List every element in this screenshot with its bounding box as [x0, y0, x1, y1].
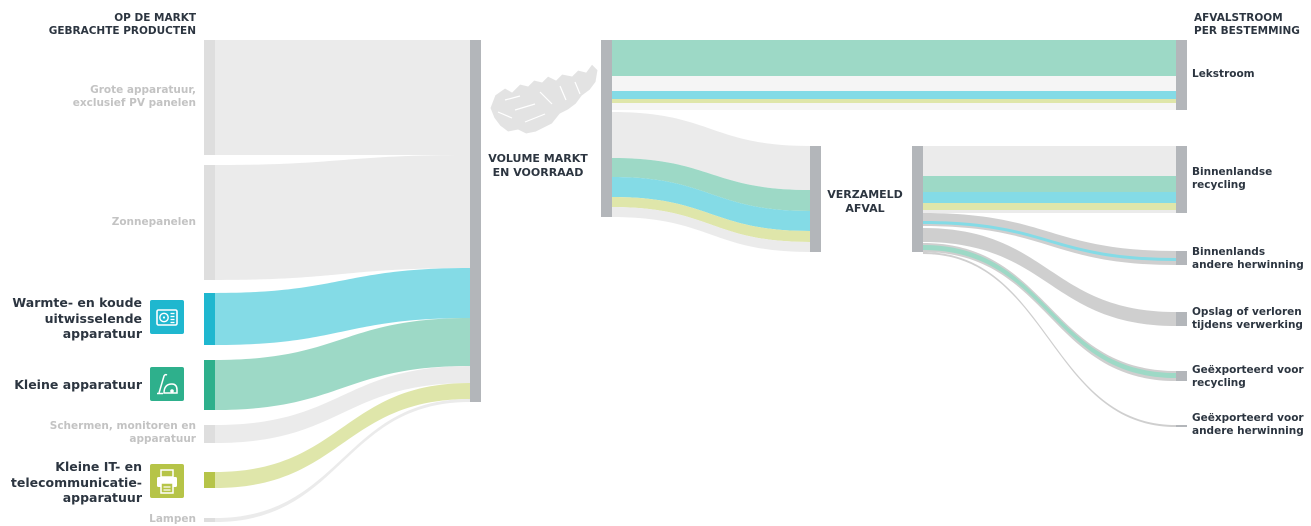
- flow-to-collected-4: [612, 207, 810, 252]
- flow-to-collected-3: [612, 197, 810, 242]
- category-label-large-equipment: Grote apparatuur, exclusief PV panelen: [72, 84, 196, 109]
- flow-to-collected-2: [612, 177, 810, 231]
- destination-label-stored-or-lost: Opslag of verloren tijdens verwerking: [1192, 306, 1303, 331]
- destination-label-leakage: Lekstroom: [1192, 68, 1255, 80]
- right-column-header: AFVALSTROOM PER BESTEMMING: [1194, 12, 1300, 37]
- category-node-2: [204, 293, 215, 345]
- collected-node-out: [912, 146, 923, 252]
- flow-leakage-2: [612, 91, 1176, 99]
- flow-to-collected-0: [612, 112, 810, 190]
- node-label-market-volume: VOLUME MARKT EN VOORRAAD: [488, 152, 588, 179]
- collected-node: [810, 146, 821, 252]
- flow-domestic-recycling-3: [923, 203, 1176, 210]
- flow-leakage-3: [612, 99, 1176, 103]
- flow-domestic-other-cyan: [923, 221, 1176, 261]
- category-label-solar-panels: Zonnepanelen: [111, 216, 196, 228]
- destination-node-domestic-recycling: [1176, 146, 1187, 213]
- flow-category-5: [215, 383, 470, 488]
- flow-category-0: [215, 40, 470, 155]
- flow-domestic-recycling-2: [923, 192, 1176, 203]
- flow-leakage-0: [612, 40, 1176, 76]
- flow-to-collected-1: [612, 158, 810, 211]
- node-label-collected-waste: VERZAMELD AFVAL: [827, 188, 903, 215]
- category-node-6: [204, 518, 215, 522]
- flow-category-4: [215, 366, 470, 443]
- market-node-in: [470, 40, 481, 402]
- destination-node-exported-other: [1176, 425, 1187, 427]
- destination-label-exported-recycling: Geëxporteerd voor recycling: [1192, 364, 1304, 389]
- flow-category-1: [215, 155, 470, 280]
- destination-node-exported-recycling: [1176, 371, 1187, 381]
- category-node-1: [204, 165, 215, 280]
- flow-category-2: [215, 268, 470, 345]
- printer-icon: [150, 464, 184, 498]
- flow-exported-other: [923, 252, 1176, 427]
- category-label-heat-exchange: Warmte- en koude uitwisselende apparatuu…: [12, 295, 142, 341]
- air-conditioner-icon: [150, 300, 184, 334]
- destination-node-stored-lost: [1176, 312, 1187, 326]
- destination-label-domestic-other-recovery: Binnenlands andere herwinning: [1192, 246, 1304, 271]
- category-node-4: [204, 425, 215, 443]
- category-node-3: [204, 360, 215, 410]
- flow-leakage-4: [612, 103, 1176, 110]
- flow-category-6: [215, 399, 470, 522]
- flow-exported-recycling-green: [923, 245, 1176, 378]
- left-column-header: OP DE MARKT GEBRACHTE PRODUCTEN: [48, 12, 196, 37]
- category-node-5: [204, 472, 215, 488]
- destination-node-leakage: [1176, 40, 1187, 110]
- category-label-small-it: Kleine IT- en telecommunicatie-apparatuu…: [10, 459, 142, 505]
- destination-node-domestic-other: [1176, 251, 1187, 265]
- flow-domestic-recycling-1: [923, 176, 1176, 192]
- flow-domestic-recycling-0: [923, 146, 1176, 176]
- nodes-layer: [204, 40, 1187, 522]
- flow-leakage-1: [612, 76, 1176, 91]
- vacuum-cleaner-icon: [150, 367, 184, 401]
- category-label-screens: Schermen, monitoren en apparatuur: [49, 420, 196, 445]
- flows-layer: [215, 40, 1176, 522]
- flow-category-3: [215, 318, 470, 410]
- category-node-0: [204, 40, 215, 155]
- market-node-out: [601, 40, 612, 217]
- destination-label-exported-other-recovery: Geëxporteerd voor andere herwinning: [1192, 412, 1304, 437]
- netherlands-map-icon: [489, 63, 599, 135]
- category-label-lamps: Lampen: [149, 513, 196, 525]
- destination-label-domestic-recycling: Binnenlandse recycling: [1192, 166, 1273, 191]
- flow-domestic-recycling-4: [923, 210, 1176, 213]
- flow-stored-lost: [923, 228, 1176, 326]
- category-label-small-equipment: Kleine apparatuur: [14, 377, 142, 392]
